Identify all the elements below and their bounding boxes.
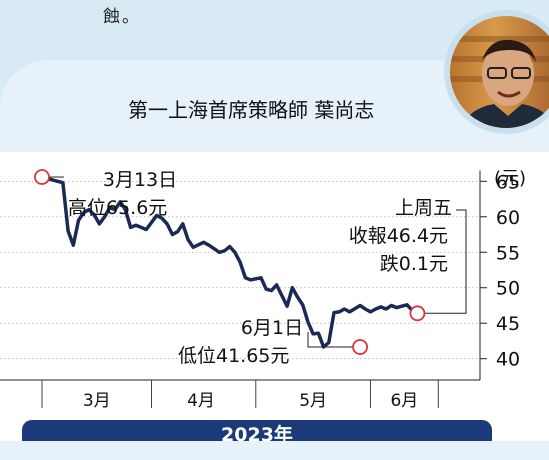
y-tick-label: 65 (496, 171, 520, 193)
last-change-label: 跌0.1元 (380, 253, 448, 275)
avatar (450, 16, 549, 128)
last-close-label: 收報46.4元 (349, 225, 448, 247)
month-label: 3月 (83, 391, 111, 411)
year-banner: 2023年 (22, 420, 492, 446)
month-label: 6月 (390, 391, 418, 411)
chart-area: 40 45 50 55 60 65 3月 4月 5月 6月 (元) 3月13日 高位65.6元 … (0, 152, 549, 441)
month-dividers (41, 380, 439, 408)
low-date-label: 6月1日 (241, 317, 303, 339)
intro-text-fragment: 蝕。 (103, 7, 141, 27)
y-tick-label: 60 (496, 207, 520, 229)
month-labels: 3月 4月 5月 6月 (83, 391, 418, 411)
y-ticks: 40 45 50 55 60 65 (480, 171, 520, 371)
low-value-label: 低位41.65元 (178, 345, 289, 367)
last-leader (424, 209, 467, 314)
high-value-label: 高位65.6元 (68, 197, 167, 219)
month-label: 5月 (299, 391, 327, 411)
last-title-label: 上周五 (395, 197, 452, 219)
axes (0, 170, 481, 381)
annotation-leaders (49, 176, 467, 348)
high-date-label: 3月13日 (103, 169, 177, 191)
avatar-frame (444, 10, 549, 134)
month-label: 4月 (187, 391, 215, 411)
high-marker (34, 169, 50, 185)
byline: 第一上海首席策略師 葉尚志 (128, 98, 375, 122)
last-price-marker (409, 305, 426, 322)
low-leader (307, 332, 354, 348)
y-tick-label: 50 (496, 278, 520, 300)
y-tick-label: 55 (496, 242, 520, 264)
y-tick-label: 40 (496, 349, 520, 371)
person-photo-icon (450, 36, 549, 128)
unit-label: (元) (494, 168, 526, 189)
y-tick-label: 45 (496, 313, 520, 335)
price-line (40, 175, 420, 349)
low-marker (352, 339, 368, 355)
